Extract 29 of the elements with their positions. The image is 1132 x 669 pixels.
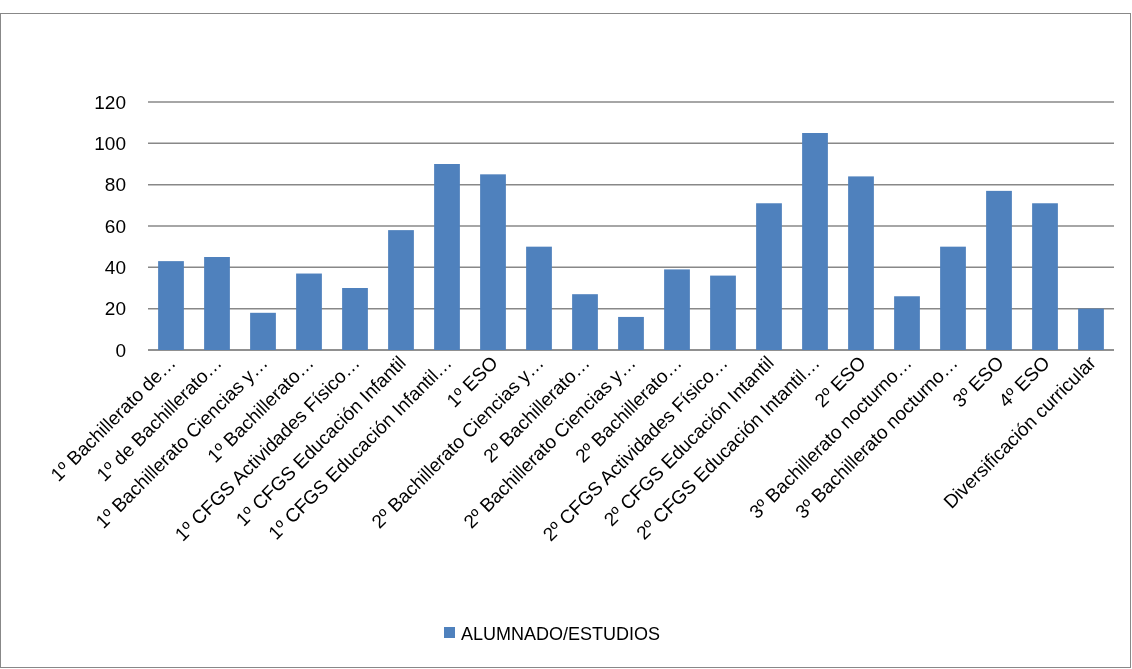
bar [480, 174, 506, 350]
bar [434, 164, 460, 350]
bar [296, 273, 322, 350]
bar [802, 133, 828, 350]
bar [204, 257, 230, 350]
bar [894, 296, 920, 350]
bar [618, 316, 644, 350]
bar [388, 230, 414, 350]
bar [572, 294, 598, 350]
y-tick-label: 100 [94, 132, 126, 154]
y-tick-label: 0 [115, 339, 126, 361]
bar [848, 176, 874, 350]
bar [710, 275, 736, 350]
bar [664, 269, 690, 350]
y-tick-label: 20 [104, 298, 126, 320]
bar [1078, 308, 1104, 350]
bar [1032, 203, 1058, 350]
bar [250, 312, 276, 350]
bar [342, 288, 368, 350]
y-tick-label: 80 [104, 174, 126, 196]
y-tick-label: 120 [94, 91, 126, 113]
y-tick-label: 40 [104, 256, 126, 278]
bar [940, 246, 966, 350]
bar [756, 203, 782, 350]
bar [158, 261, 184, 350]
y-tick-label: 60 [104, 215, 126, 237]
bar [526, 246, 552, 350]
bar [986, 190, 1012, 350]
legend-label: ALUMNADO/ESTUDIOS [461, 624, 661, 645]
